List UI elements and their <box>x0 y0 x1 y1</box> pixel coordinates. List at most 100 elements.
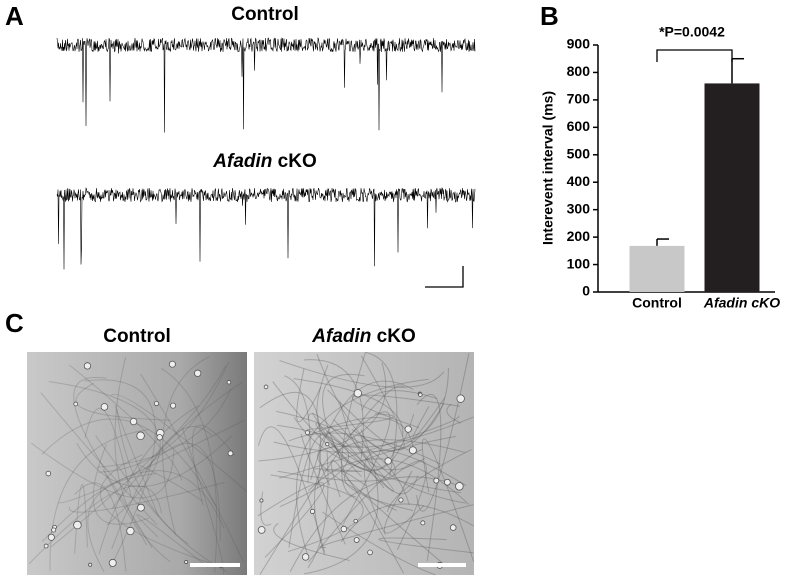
image-title: Control <box>103 326 171 347</box>
neurite <box>111 426 213 550</box>
neurite <box>307 452 329 569</box>
neurite <box>98 361 230 473</box>
y-tick-label: 0 <box>582 283 590 299</box>
neurite <box>322 373 365 459</box>
neurite <box>69 364 183 481</box>
neurite <box>259 385 405 575</box>
y-tick-label: 800 <box>567 63 591 79</box>
neurite <box>342 411 391 525</box>
soma <box>227 450 234 457</box>
neurite <box>28 485 163 565</box>
neurite <box>295 378 429 556</box>
y-tick-label: 400 <box>567 173 591 189</box>
soma <box>263 384 269 390</box>
neurite <box>327 355 405 451</box>
neurite <box>273 522 350 562</box>
soma <box>353 389 363 398</box>
neurite <box>304 429 379 575</box>
gene: Afadin <box>311 326 371 347</box>
soma <box>226 380 232 385</box>
neurite <box>288 434 345 548</box>
neurite <box>111 442 221 542</box>
neurite <box>341 470 444 565</box>
neurite <box>318 427 349 486</box>
genotype: cKO <box>278 151 317 172</box>
soma <box>384 457 392 465</box>
soma <box>456 394 465 403</box>
soma <box>194 369 202 377</box>
trace-title: Afadin cKO <box>212 151 316 172</box>
neurite <box>412 397 446 440</box>
neurite <box>306 413 395 431</box>
neurite <box>416 393 442 561</box>
neurite <box>378 537 474 554</box>
neurite <box>140 373 244 562</box>
neurite <box>361 390 438 411</box>
y-tick-label: 600 <box>567 118 591 134</box>
soma <box>153 400 160 407</box>
soma <box>126 526 135 536</box>
soma <box>305 430 310 436</box>
y-tick-label: 100 <box>567 255 591 271</box>
neurite <box>74 482 127 572</box>
soma <box>73 520 82 530</box>
bar <box>629 245 685 292</box>
neurite <box>308 449 423 563</box>
neurite <box>76 435 233 488</box>
soma <box>83 362 92 370</box>
soma <box>184 560 189 564</box>
neurite <box>95 435 189 545</box>
neurite <box>393 460 427 550</box>
neurite <box>311 412 415 472</box>
neurite <box>399 470 413 497</box>
neurite <box>41 470 225 543</box>
panel-label: B <box>540 1 559 31</box>
neurite <box>296 368 322 423</box>
neurite <box>288 432 441 465</box>
soma <box>455 482 464 491</box>
panel-label: C <box>5 308 24 338</box>
trace <box>56 37 476 133</box>
panel-label: A <box>5 1 24 31</box>
neurite <box>139 464 203 502</box>
neurite <box>84 407 132 497</box>
neurite <box>259 391 321 489</box>
neurite <box>339 401 426 471</box>
bar-chart: B 0 100 200 300 400 500 600 700 800 900 Interevent… <box>540 1 781 311</box>
neurite <box>279 415 460 479</box>
soma <box>88 562 93 567</box>
neurite <box>181 427 225 575</box>
soma <box>398 497 404 503</box>
soma <box>325 442 330 447</box>
neurite <box>276 410 410 505</box>
neurite <box>284 375 311 483</box>
bar <box>704 83 760 292</box>
neurite <box>50 365 226 548</box>
soma <box>408 446 417 455</box>
soma <box>156 434 163 441</box>
neurite <box>386 449 472 512</box>
neurite <box>303 359 364 459</box>
scale-bar <box>425 266 464 288</box>
soma <box>137 503 145 512</box>
neurite <box>314 468 363 472</box>
neurite <box>360 436 467 504</box>
neurite <box>365 351 398 477</box>
soma <box>43 543 49 549</box>
neurite <box>87 473 157 573</box>
neurite <box>49 428 150 571</box>
soma <box>168 360 176 368</box>
neurite <box>300 433 346 545</box>
neurite <box>277 429 396 482</box>
neurite <box>315 422 373 478</box>
neurite <box>58 419 245 504</box>
soma <box>259 498 264 503</box>
neurite <box>73 376 107 471</box>
image-title: Afadin cKO <box>311 326 415 347</box>
soma <box>73 401 79 407</box>
y-axis-label: Interevent interval (ms) <box>540 91 556 245</box>
soma <box>433 477 440 484</box>
neurite <box>293 378 404 437</box>
y-tick-label: 500 <box>567 145 591 161</box>
